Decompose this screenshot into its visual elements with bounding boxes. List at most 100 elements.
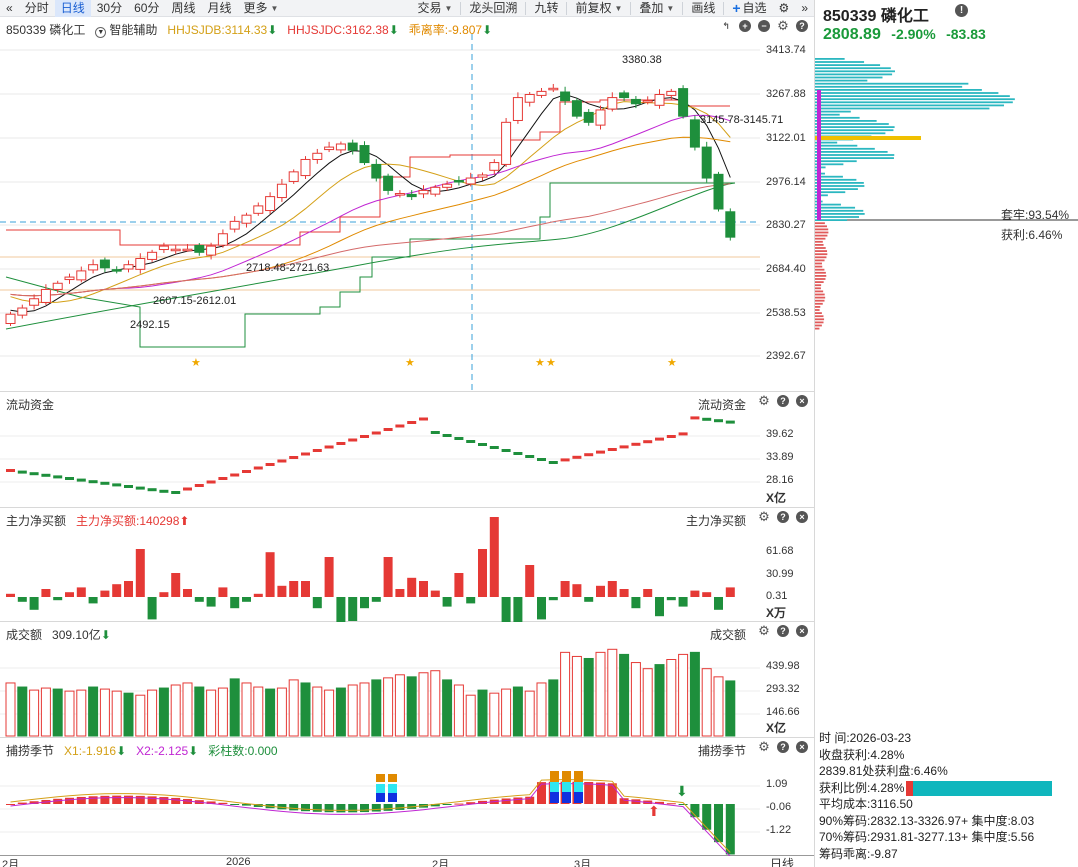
amount-value: 309.10亿⬇	[52, 626, 111, 643]
flow-capital-chart[interactable]	[0, 392, 814, 508]
net-bar	[371, 597, 381, 602]
long-ma	[5, 182, 736, 330]
star-icon: ★	[405, 357, 415, 369]
draw-button[interactable]: 画线	[691, 0, 716, 15]
help-icon[interactable]: ?	[777, 511, 789, 523]
net-bar	[584, 597, 594, 602]
help-icon[interactable]: ?	[777, 625, 789, 637]
y-label: 0.31	[766, 590, 788, 602]
season-panel[interactable]: ⬆ ⬇ 捕捞季节 X1:-1.916⬇ X2:-2.125⬇ 彩柱数:0.000 …	[0, 738, 814, 856]
kline-chart[interactable]: ★ ★ ★ ★ ★	[0, 17, 814, 392]
net-buy-panel[interactable]: 主力净买额 主力净买额:140298⬆ 主力净买额 ⚙ ? × 61.68 30…	[0, 508, 814, 622]
chip-bar	[815, 113, 840, 116]
zoom-in-icon[interactable]: +	[739, 20, 751, 32]
candle	[442, 183, 453, 188]
net-bar	[560, 581, 570, 597]
amount-chart[interactable]	[0, 622, 814, 738]
adjust-menu[interactable]: 前复权 ▼	[569, 0, 628, 17]
indicator-hhjsjdc-value: HHJSJDC:3162.38	[287, 22, 389, 37]
more-menu[interactable]: 更多 ▼	[237, 0, 284, 17]
period-label[interactable]: 日线	[770, 857, 795, 867]
indicator-hhjsjdb-value: HHJSJDB:3114.33	[167, 22, 268, 37]
flow-mark	[41, 473, 51, 477]
season-bar	[242, 804, 251, 806]
next-icon[interactable]: »	[801, 0, 808, 15]
chip-bar	[815, 240, 823, 243]
chip-bar	[815, 58, 845, 60]
chip-bar	[815, 259, 825, 262]
net-bar	[65, 592, 74, 597]
prev-icon[interactable]: «	[6, 0, 13, 15]
net-buy-chart[interactable]	[0, 508, 814, 622]
candle	[725, 211, 736, 238]
tab-weekly[interactable]: 周线	[171, 0, 196, 15]
trade-label: 交易	[417, 0, 442, 15]
season-chart[interactable]: ⬆⬇	[0, 738, 814, 856]
gear-icon[interactable]: ⚙	[758, 509, 770, 524]
chip-bar	[815, 129, 894, 132]
tab-intraday[interactable]: 分时	[24, 0, 49, 15]
info-icon[interactable]: !	[955, 4, 968, 17]
flow-capital-panel[interactable]: 流动资金 流动资金 ⚙ ? × 39.62 33.89 28.16 X亿	[0, 392, 814, 508]
chip-bar	[815, 216, 860, 218]
season-bar	[100, 795, 110, 804]
help-icon[interactable]: ?	[796, 20, 808, 32]
close-icon[interactable]: ×	[796, 511, 808, 523]
candle	[300, 158, 311, 177]
return-icon[interactable]: ↰	[722, 21, 730, 31]
amount-bar	[630, 662, 641, 737]
settings-icon[interactable]: ⚙	[778, 0, 790, 15]
chip-bar	[815, 278, 826, 280]
help-icon[interactable]: ?	[777, 395, 789, 407]
divider	[460, 1, 462, 15]
colour-block	[388, 774, 397, 782]
chip-bar	[815, 262, 822, 265]
tab-monthly[interactable]: 月线	[207, 0, 232, 15]
amount-bar	[406, 676, 417, 737]
season-bar	[714, 804, 723, 843]
quote-name: 850339 磷化工	[823, 8, 929, 25]
indicator-bias-value: 乖离率:-9.807	[408, 23, 483, 37]
gear-icon[interactable]: ⚙	[758, 623, 770, 638]
assist-toggle[interactable]: ▼ 智能辅助	[95, 21, 157, 38]
zoom-out-icon[interactable]: −	[758, 20, 770, 32]
help-icon[interactable]: ?	[777, 741, 789, 753]
kline-panel[interactable]: ★ ★ ★ ★ ★ 850339 磷化工 ▼ 智能辅助 HHJSJDB:3114.33⬇ …	[0, 17, 814, 392]
tab-daily[interactable]: 日线	[54, 0, 91, 17]
flow-mark	[572, 455, 582, 459]
season-bar	[513, 797, 523, 804]
colour-block	[388, 784, 397, 793]
gear-icon[interactable]: ⚙	[758, 739, 770, 754]
gear-icon[interactable]: ⚙	[777, 18, 789, 33]
trade-menu[interactable]: 交易 ▼	[411, 0, 458, 17]
amount-bar	[288, 679, 299, 737]
amount-bar	[194, 686, 205, 737]
gear-icon[interactable]: ⚙	[758, 393, 770, 408]
nine-turn-button[interactable]: 九转	[534, 0, 559, 15]
amount-panel[interactable]: 成交额 309.10亿⬇ 成交额 ⚙ ? × 439.98 293.32 146…	[0, 622, 814, 738]
close-icon[interactable]: ×	[796, 395, 808, 407]
close-icon[interactable]: ×	[796, 625, 808, 637]
net-bar	[537, 597, 546, 620]
flow-mark	[584, 453, 594, 457]
amount-bar	[123, 692, 134, 737]
net-bar	[206, 597, 216, 607]
flow-mark	[159, 489, 169, 493]
candle	[406, 193, 417, 198]
arrow-up-icon: ⬆	[179, 514, 190, 528]
chip-bar	[815, 287, 821, 290]
leader-review-button[interactable]: 龙头回溯	[469, 0, 518, 15]
season-bar	[348, 804, 358, 813]
assist-label: 智能辅助	[109, 23, 158, 37]
flow-title: 流动资金	[6, 396, 54, 413]
chip-bar	[815, 79, 868, 82]
watchlist-button[interactable]: + 自选	[726, 0, 772, 17]
overlay-menu[interactable]: 叠加 ▼	[633, 0, 680, 17]
candle	[501, 121, 512, 165]
candle	[206, 245, 217, 256]
close-icon[interactable]: ×	[796, 741, 808, 753]
tab-30min[interactable]: 30分	[96, 0, 123, 15]
tab-60min[interactable]: 60分	[134, 0, 160, 15]
net-right-title: 主力净买额	[685, 514, 746, 528]
chip-bar	[815, 141, 838, 144]
